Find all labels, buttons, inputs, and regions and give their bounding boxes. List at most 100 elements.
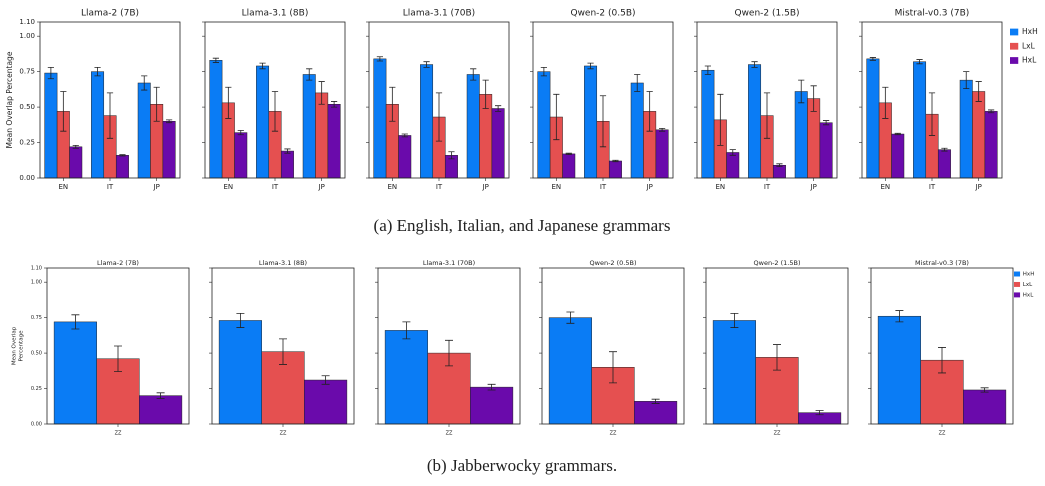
- error-bar: [717, 93, 724, 146]
- axes-frame: [377, 267, 521, 425]
- error-bar: [815, 410, 824, 416]
- error-bar: [306, 68, 313, 81]
- error-bar: [963, 71, 970, 90]
- error-bar: [895, 310, 904, 323]
- bar: [937, 149, 951, 179]
- axes-frame: [211, 267, 355, 425]
- error-bar: [882, 86, 889, 119]
- x-tick-label: IT: [929, 183, 936, 191]
- x-tick-label: EN: [223, 183, 233, 191]
- y-tick-label: 1.10: [31, 266, 42, 272]
- bar: [701, 69, 715, 179]
- bar: [69, 146, 83, 179]
- error-bar: [798, 79, 805, 104]
- error-bar: [435, 92, 443, 142]
- error-bar: [423, 61, 430, 68]
- x-tick-label: JP: [153, 183, 160, 191]
- bar: [819, 122, 833, 179]
- legend-swatch: [1010, 42, 1019, 50]
- panel-title: Qwen-2 (0.5B): [590, 259, 637, 267]
- y-axis-label: Mean Overlap Percentage: [5, 51, 14, 148]
- error-bar: [106, 92, 114, 139]
- error-bar: [773, 344, 781, 371]
- x-tick-label: EN: [58, 183, 68, 191]
- error-bar: [928, 92, 936, 136]
- error-bar: [599, 95, 607, 148]
- bar: [209, 60, 223, 179]
- bar: [712, 320, 756, 425]
- error-bar: [284, 148, 291, 154]
- panel-title: Mistral-v0.3 (7B): [895, 9, 970, 19]
- x-tick-label: JP: [318, 183, 325, 191]
- error-bar: [659, 127, 666, 132]
- bar: [584, 65, 598, 179]
- legend-swatch: [1014, 292, 1021, 298]
- bar: [280, 150, 294, 179]
- error-bar: [704, 65, 711, 75]
- x-tick-label: ZZ: [280, 431, 287, 437]
- panel-title: Llama-3.1 (8B): [259, 259, 307, 267]
- legend-swatch: [1014, 271, 1021, 277]
- panel-title: Llama-3.1 (8B): [242, 9, 309, 19]
- bar: [218, 320, 262, 425]
- bar: [315, 92, 329, 179]
- x-tick-label: JP: [482, 183, 489, 191]
- y-tick-label: 0.50: [19, 103, 35, 111]
- bar: [794, 91, 808, 179]
- error-bar: [730, 312, 739, 328]
- axes-frame: [368, 21, 510, 179]
- y-axis-label: Mean OverlapPercentage: [11, 326, 24, 365]
- panel-title: Llama-2 (7B): [97, 259, 139, 267]
- bar: [772, 164, 786, 179]
- bar: [91, 71, 105, 179]
- error-bar: [47, 66, 54, 80]
- y-tick-label: 0.00: [19, 174, 35, 182]
- error-bar: [869, 57, 876, 61]
- x-tick-label: ZZ: [446, 431, 453, 437]
- axes-frame: [39, 21, 181, 179]
- error-bar: [445, 339, 453, 367]
- error-bar: [71, 314, 80, 330]
- error-bar: [634, 74, 641, 92]
- caption: (b) Jabberwocky grammars.: [427, 456, 617, 475]
- panel-title: Llama-3.1 (70B): [403, 9, 475, 19]
- error-bar: [751, 61, 758, 68]
- error-bar: [141, 75, 148, 91]
- axes-frame: [696, 21, 838, 179]
- bar: [327, 104, 341, 179]
- error-bar: [470, 68, 477, 81]
- error-bar: [487, 383, 496, 391]
- bar: [634, 401, 678, 425]
- bar: [726, 152, 740, 179]
- bar: [984, 111, 998, 179]
- x-tick-label: EN: [551, 183, 561, 191]
- error-bar: [651, 398, 660, 404]
- error-bar: [980, 387, 989, 393]
- panel-title: Llama-3.1 (70B): [423, 259, 475, 267]
- bar: [466, 74, 480, 179]
- y-tick-label: 1.10: [19, 18, 35, 26]
- bar: [234, 132, 248, 179]
- error-bar: [540, 66, 547, 77]
- axes-frame: [46, 267, 190, 425]
- error-bar: [448, 151, 455, 160]
- x-tick-label: ZZ: [115, 431, 122, 437]
- x-tick-label: IT: [107, 183, 114, 191]
- caption: (a) English, Italian, and Japanese gramm…: [374, 216, 671, 235]
- error-bar: [271, 91, 279, 132]
- error-bar: [988, 109, 995, 114]
- error-bar: [119, 154, 126, 157]
- legend-label: HxL: [1022, 56, 1037, 65]
- error-bar: [156, 392, 165, 399]
- error-bar: [321, 375, 330, 385]
- axes-frame: [532, 21, 674, 179]
- bar: [398, 135, 412, 179]
- bar: [162, 121, 176, 179]
- bar: [137, 82, 151, 179]
- bar: [562, 153, 576, 179]
- bar: [608, 160, 622, 179]
- bar: [748, 64, 762, 179]
- bar: [44, 72, 58, 179]
- legend-swatch: [1014, 281, 1021, 287]
